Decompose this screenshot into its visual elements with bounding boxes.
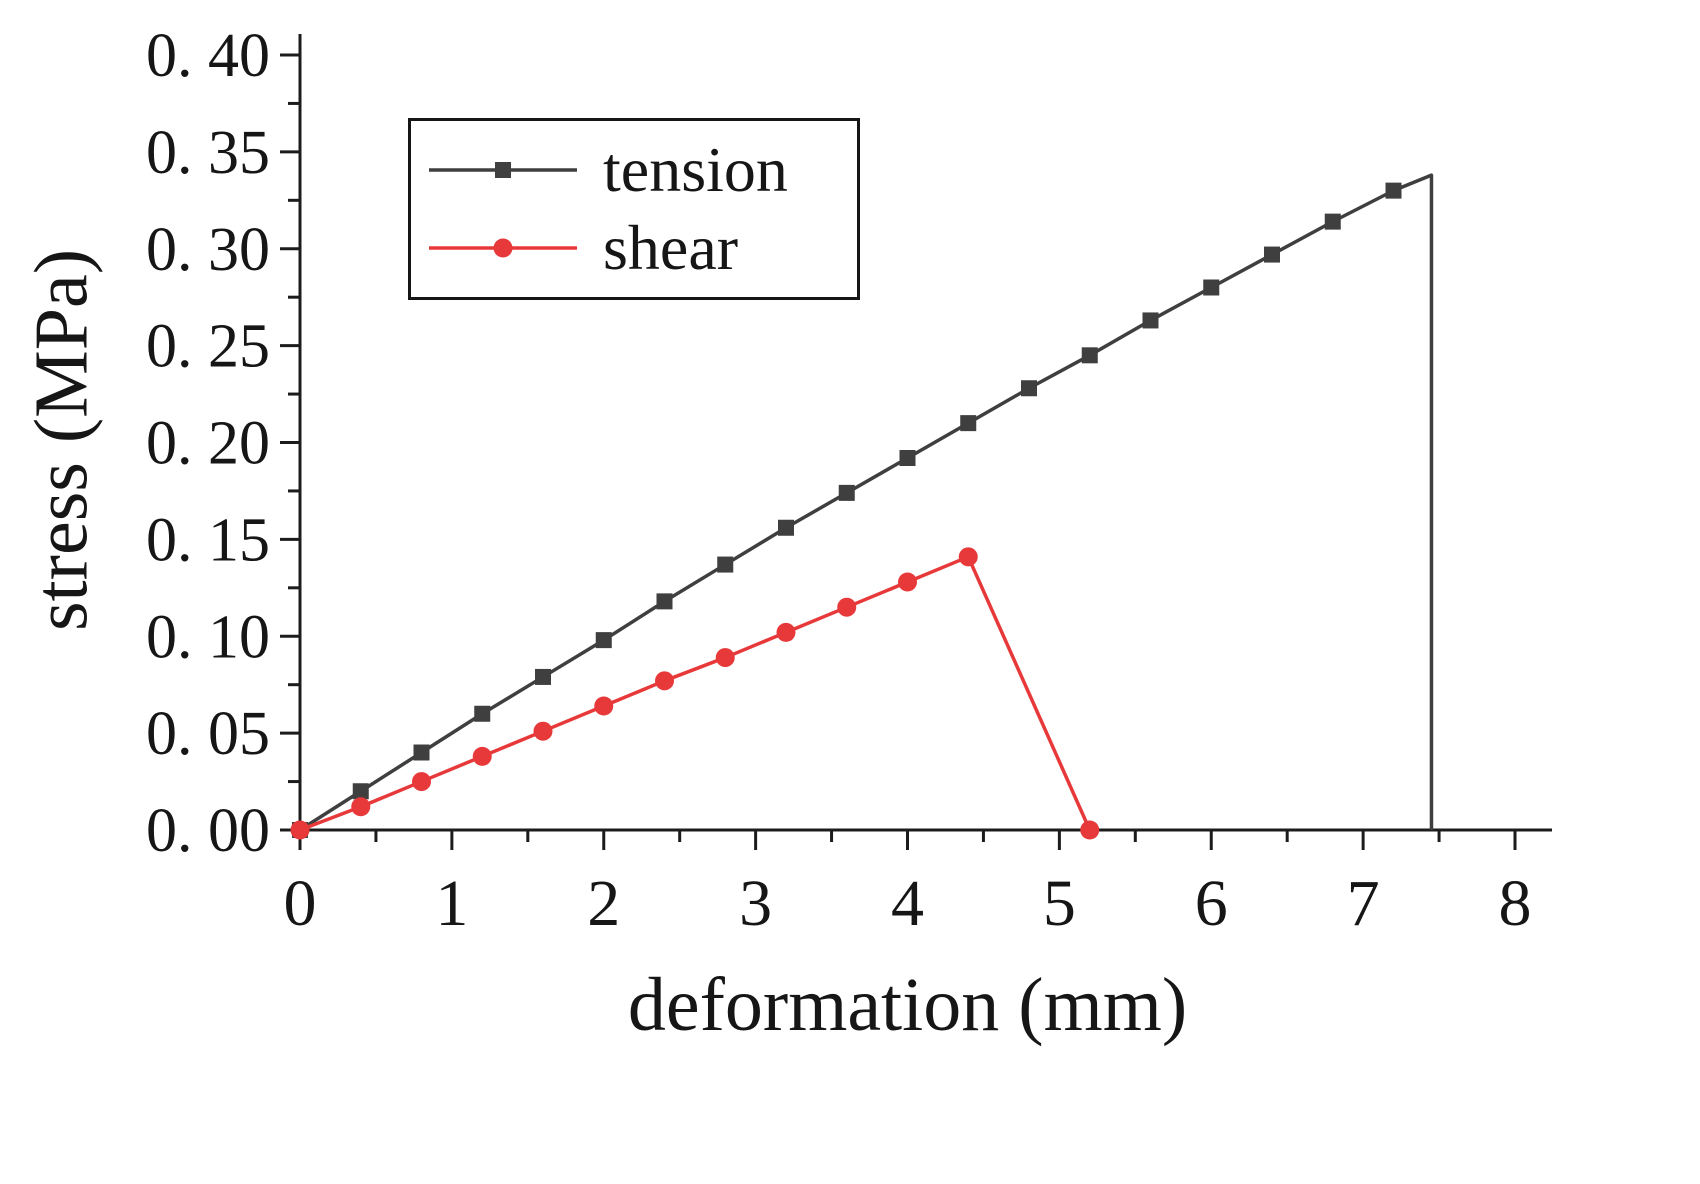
- legend-label-shear: shear: [603, 212, 739, 283]
- x-tick-labels: 0 1 2 3 4 5 6 7 8: [284, 867, 1532, 940]
- svg-text:4: 4: [891, 867, 924, 940]
- series-tension: [292, 173, 1434, 838]
- svg-text:0. 30: 0. 30: [146, 216, 270, 284]
- svg-text:0. 15: 0. 15: [146, 506, 270, 574]
- svg-text:8: 8: [1499, 867, 1532, 940]
- svg-text:0. 05: 0. 05: [146, 700, 270, 768]
- svg-text:0. 35: 0. 35: [146, 119, 270, 187]
- legend-item-tension: tension: [423, 138, 845, 202]
- series-shear: [290, 547, 1100, 840]
- svg-text:7: 7: [1347, 867, 1380, 940]
- svg-text:2: 2: [587, 867, 620, 940]
- tick-marks: [280, 53, 1517, 850]
- svg-text:0. 10: 0. 10: [146, 603, 270, 671]
- tension-line-sample-icon: [429, 162, 577, 178]
- legend-label-tension: tension: [603, 134, 788, 205]
- x-axis-title: deformation (mm): [627, 963, 1188, 1047]
- svg-text:0. 40: 0. 40: [146, 22, 270, 90]
- svg-text:0. 20: 0. 20: [146, 410, 270, 478]
- legend-item-shear: shear: [423, 216, 845, 280]
- svg-text:1: 1: [435, 867, 468, 940]
- svg-text:0. 00: 0. 00: [146, 797, 270, 865]
- axes: [298, 34, 1552, 832]
- y-tick-labels: 0. 00 0. 05 0. 10 0. 15 0. 20 0. 25 0. 30 0. 35…: [146, 22, 270, 865]
- svg-text:3: 3: [739, 867, 772, 940]
- svg-text:6: 6: [1195, 867, 1228, 940]
- chart-legend: tension shear: [408, 118, 860, 300]
- y-axis-title: stress (MPa): [19, 248, 104, 632]
- svg-text:5: 5: [1043, 867, 1076, 940]
- svg-text:0: 0: [284, 867, 317, 940]
- svg-text:0. 25: 0. 25: [146, 313, 270, 381]
- shear-line-sample-icon: [429, 238, 577, 258]
